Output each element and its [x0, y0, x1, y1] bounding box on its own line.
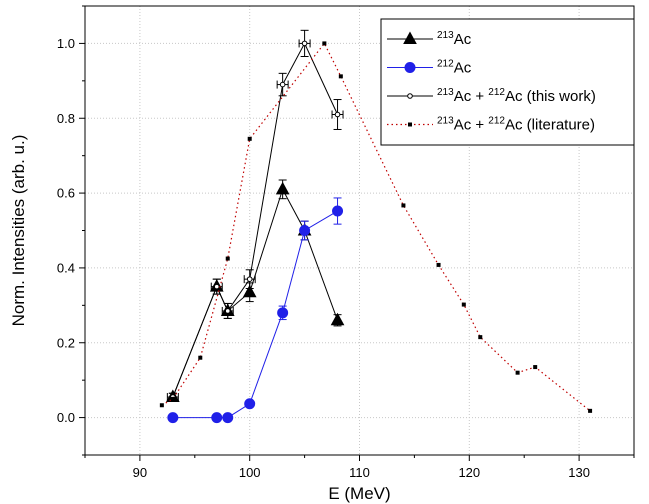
legend-text-part: Ac (this work)	[505, 88, 596, 105]
y-tick-label: 0.2	[57, 335, 75, 350]
y-tick-label: 0.0	[57, 410, 75, 425]
data-point-ac212	[277, 307, 289, 319]
data-point-sum_literature	[170, 396, 175, 401]
data-point-sum_this_work	[279, 81, 286, 88]
legend-superscript: 213	[437, 30, 454, 41]
legend-superscript: 213	[437, 116, 454, 127]
data-point-ac212	[244, 398, 256, 410]
legend-label: 212Ac	[437, 59, 472, 77]
y-tick-label: 0.4	[57, 260, 75, 275]
data-point-sum_this_work	[213, 283, 220, 290]
data-point-sum_literature	[322, 41, 327, 46]
legend-superscript: 212	[488, 116, 505, 127]
legend-text-part: Ac (literature)	[505, 117, 595, 134]
data-point-sum_literature	[515, 370, 520, 375]
y-axis-label: Norm. Intensities (arb. u.)	[9, 135, 28, 327]
legend-marker	[407, 93, 413, 99]
data-point-sum_literature	[478, 335, 483, 340]
series-layer	[159, 29, 593, 424]
legend-entry-ac212: 212Ac	[387, 59, 472, 77]
data-point-sum_literature	[436, 262, 441, 267]
data-point-ac212	[222, 412, 234, 424]
legend-superscript: 213	[437, 87, 454, 98]
data-point-sum_literature	[533, 365, 538, 370]
data-point-sum_this_work	[334, 111, 341, 118]
legend-entry-sum_literature: 213Ac + 212Ac (literature)	[387, 116, 595, 134]
data-point-ac213	[275, 181, 290, 195]
data-point-sum_literature	[338, 74, 343, 79]
data-point-sum_literature	[225, 256, 230, 261]
data-point-sum_this_work	[224, 308, 231, 314]
legend-entry-ac213: 213Ac	[387, 30, 472, 48]
series-line-sum_literature	[161, 42, 591, 412]
y-tick-label: 0.6	[57, 186, 75, 201]
data-point-ac212	[211, 412, 223, 424]
data-point-ac213	[330, 312, 345, 326]
legend-label: 213Ac + 212Ac (this work)	[437, 87, 596, 105]
axis-ticks: 90 100 110 120 130 0.0 0.2 0.4 0.6 0.8 1.0	[57, 5, 635, 480]
series-sum_literature	[159, 41, 593, 413]
series-ac212	[167, 197, 344, 424]
x-tick-label: 120	[458, 465, 480, 480]
data-point-sum_literature	[401, 203, 406, 208]
data-point-sum_this_work	[246, 276, 253, 282]
legend-marker	[404, 62, 416, 73]
legend-text-part: Ac +	[454, 117, 489, 134]
data-point-sum_literature	[159, 403, 164, 408]
legend-label: 213Ac	[437, 30, 472, 48]
data-point-sum_this_work	[301, 40, 308, 47]
x-axis-label: E (MeV)	[328, 484, 390, 503]
y-tick-label: 0.8	[57, 111, 75, 126]
legend-superscript: 212	[437, 59, 454, 70]
x-tick-label: 110	[349, 465, 370, 480]
legend-marker	[403, 31, 417, 44]
x-tick-label: 100	[239, 465, 261, 480]
data-point-ac212	[332, 205, 344, 217]
legend-text-part: Ac +	[454, 88, 489, 105]
data-point-sum_literature	[588, 408, 593, 413]
legend-label: 213Ac + 212Ac (literature)	[437, 116, 595, 134]
series-sum_this_work	[166, 29, 344, 402]
data-point-sum_literature	[198, 355, 203, 360]
legend-text-part: Ac	[454, 31, 472, 48]
legend-entry-sum_this_work: 213Ac + 212Ac (this work)	[387, 87, 596, 105]
legend-superscript: 212	[488, 87, 505, 98]
data-point-ac212	[299, 225, 311, 236]
legend-text-part: Ac	[454, 60, 472, 77]
y-tick-label: 1.0	[57, 36, 75, 51]
x-tick-label: 130	[568, 465, 590, 480]
legend-marker	[408, 122, 412, 127]
data-point-sum_literature	[461, 302, 466, 307]
data-point-ac213	[242, 284, 257, 298]
data-point-ac212	[167, 412, 179, 424]
data-point-sum_literature	[247, 136, 252, 141]
x-tick-label: 90	[133, 465, 147, 480]
